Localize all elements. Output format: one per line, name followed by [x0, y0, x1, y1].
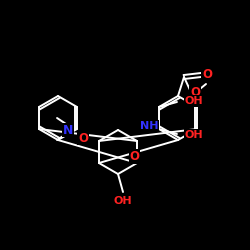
Text: O: O [202, 68, 212, 82]
Text: N: N [63, 124, 73, 136]
Text: OH: OH [185, 130, 204, 140]
Text: OH: OH [185, 96, 204, 106]
Text: OH: OH [114, 196, 132, 206]
Text: O: O [190, 86, 200, 100]
Text: O: O [130, 150, 140, 163]
Text: O: O [78, 132, 88, 144]
Text: NH: NH [140, 121, 158, 131]
